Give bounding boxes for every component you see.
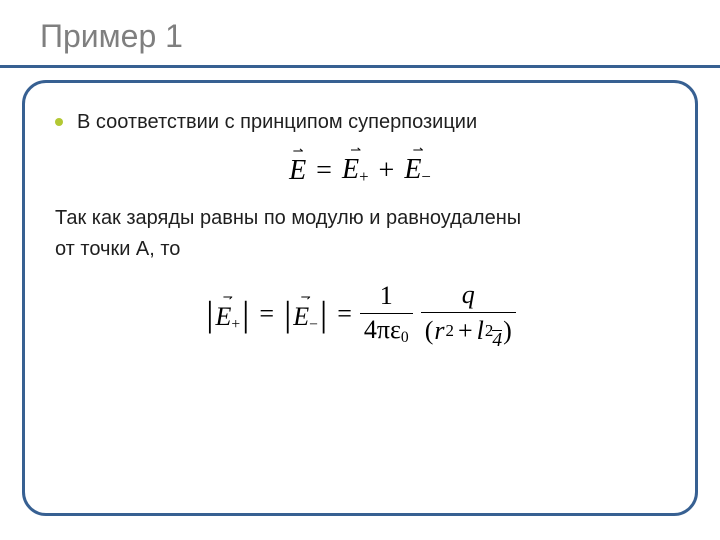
vector-E-plus: ⇀ E+ <box>342 148 369 187</box>
paragraph-line-2: от точки А, то <box>55 236 665 263</box>
content-card: В соответствии с принципом суперпозиции … <box>22 80 698 516</box>
plus-sign: + <box>375 155 399 187</box>
title-region: Пример 1 <box>0 0 720 55</box>
title-underline <box>0 65 720 68</box>
slide-title: Пример 1 <box>40 18 183 54</box>
bullet-text: В соответствии с принципом суперпозиции <box>77 109 477 136</box>
vector-E: ⇀ E <box>289 149 306 187</box>
equals-sign: = <box>259 299 274 329</box>
equals-sign: = <box>337 299 352 329</box>
equation-magnitude: | ⇁ E+ | = | ⇁ E− | = <box>55 281 665 347</box>
vector-E-minus: ⇀ E− <box>404 148 431 187</box>
bullet-item: В соответствии с принципом суперпозиции <box>55 109 665 136</box>
paragraph-line-1: Так как заряды равны по модулю и равноуд… <box>55 205 665 232</box>
fraction-field-term: q ( r2 + l2 4 ) <box>421 281 516 347</box>
equation-superposition: ⇀ E = ⇀ E+ + ⇀ E− <box>55 148 665 187</box>
bullet-dot-icon <box>55 118 63 126</box>
fraction-coulomb-constant: 1 4πε0 <box>360 282 413 346</box>
equals-sign: = <box>312 155 336 187</box>
abs-E-minus: | ⇁ E− | <box>282 294 329 334</box>
abs-E-plus: | ⇁ E+ | <box>204 294 251 334</box>
